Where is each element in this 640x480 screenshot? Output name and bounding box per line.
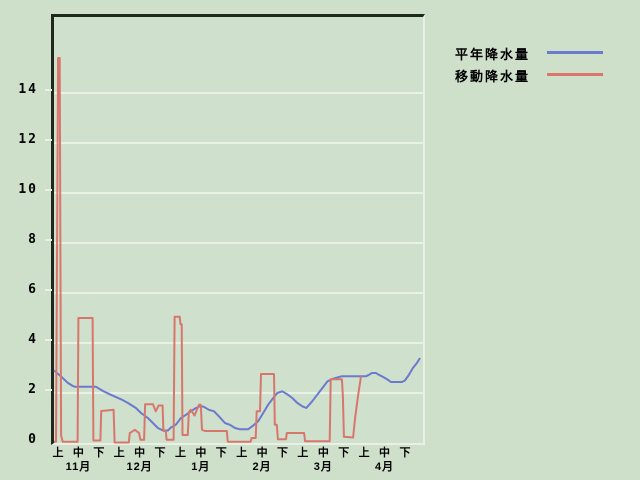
x-tick-11月-中: 中	[72, 447, 84, 459]
x-axis-labels: 上中下 11月上中下 12月上中下 1月上中下 2月上中下 3月上中下 4月	[51, 444, 423, 478]
gridline-y-10	[54, 192, 423, 194]
x-month-label-2月: 2月	[252, 461, 272, 473]
x-tick-1月-上: 上	[174, 447, 186, 459]
legend-label-normal: 平年降水量	[455, 47, 531, 62]
x-tick-12月-上: 上	[113, 447, 125, 459]
legend: 平年降水量 移動降水量	[455, 42, 615, 86]
y-tick-label-12: 12	[18, 132, 38, 147]
x-tick-3月-下: 下	[338, 447, 350, 459]
y-tick-mark	[45, 389, 52, 391]
x-tick-12月-中: 中	[134, 447, 146, 459]
y-tick-label-0: 0	[28, 432, 38, 447]
x-tick-11月-上: 上	[52, 447, 64, 459]
x-month-label-3月: 3月	[313, 461, 333, 473]
x-tick-3月-上: 上	[297, 447, 309, 459]
y-tick-label-10: 10	[18, 182, 38, 197]
x-tick-3月-中: 中	[317, 447, 329, 459]
x-tick-2月-下: 下	[277, 447, 288, 459]
x-month-label-4月: 4月	[374, 461, 395, 473]
y-tick-mark	[45, 139, 52, 141]
legend-item-moving: 移動降水量	[455, 64, 615, 86]
y-tick-label-8: 8	[28, 232, 38, 247]
plot-canvas	[53, 17, 423, 444]
x-month-label-12月: 12月	[126, 461, 153, 473]
gridline-y-6	[54, 292, 423, 294]
y-tick-mark	[45, 339, 52, 341]
x-tick-4月-中: 中	[379, 447, 391, 459]
y-tick-mark	[45, 189, 52, 191]
y-tick-mark	[45, 289, 52, 291]
y-tick-label-14: 14	[18, 82, 38, 97]
x-tick-1月-下: 下	[215, 447, 227, 459]
x-tick-2月-上: 上	[236, 447, 248, 459]
plot-area	[51, 14, 425, 445]
series-line-1	[54, 57, 362, 444]
gridline-y-12	[54, 142, 423, 144]
y-tick-mark	[45, 89, 52, 91]
y-tick-label-6: 6	[28, 282, 38, 297]
y-tick-mark	[45, 239, 52, 241]
series-line-0	[53, 357, 421, 432]
x-tick-12月-下: 下	[154, 447, 166, 459]
x-tick-1月-中: 中	[195, 447, 207, 459]
x-month-label-1月: 1月	[191, 461, 211, 473]
gridline-y-4	[54, 342, 423, 344]
legend-label-moving: 移動降水量	[455, 69, 531, 84]
x-tick-4月-上: 上	[358, 447, 370, 459]
x-tick-11月-下: 下	[93, 447, 105, 459]
x-tick-4月-下: 下	[399, 447, 411, 459]
gridline-y-8	[54, 242, 423, 244]
legend-line-moving-icon	[547, 73, 603, 76]
x-month-label-11月: 11月	[65, 461, 92, 473]
y-tick-label-2: 2	[28, 382, 38, 397]
gridline-y-14	[54, 92, 423, 94]
legend-line-normal-icon	[547, 51, 603, 54]
y-tick-label-4: 4	[28, 332, 38, 347]
chart-svg	[53, 57, 421, 444]
y-axis-labels: 0 2 4 6 8 10 12 14	[0, 0, 40, 480]
gridline-y-2	[54, 392, 423, 394]
x-tick-2月-中: 中	[256, 447, 268, 459]
legend-item-normal: 平年降水量	[455, 42, 615, 64]
